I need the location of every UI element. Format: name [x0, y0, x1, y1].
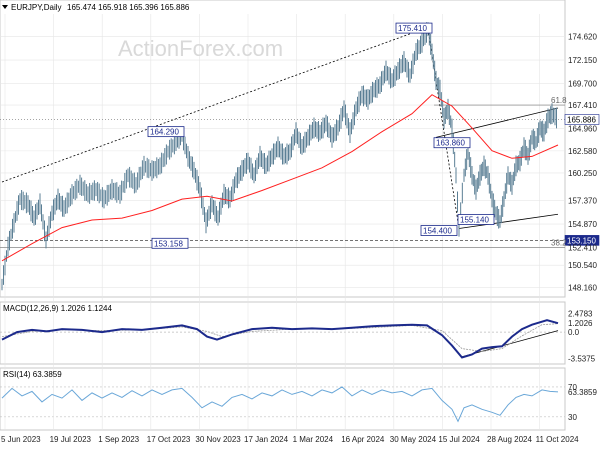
price-tag-label: 165.886	[567, 115, 596, 124]
price-tag-box	[564, 235, 600, 246]
rsi-label: RSI(14) 63.3859	[3, 370, 62, 379]
x-tick-label: 1 Sep 2023	[98, 435, 139, 444]
x-tick-label: 30 May 2024	[390, 435, 437, 444]
x-tick-label: 30 Nov 2023	[195, 435, 241, 444]
level-label: 153.158	[154, 239, 183, 248]
level-labels: 175.410 164.290 163.860 154.400 155.140 153.1…	[147, 22, 600, 249]
level-box	[151, 237, 189, 249]
y-tick-label: 148.160	[568, 284, 597, 293]
y-tick-label: 174.620	[568, 33, 597, 42]
rsi-tick-label: 70	[568, 383, 577, 392]
channel-lower-line	[458, 213, 559, 229]
level-box	[420, 225, 458, 236]
x-tick-label: 1 Mar 2024	[293, 435, 334, 444]
channel-upper-line	[435, 107, 559, 138]
x-tick-label: 17 Oct 2023	[147, 435, 191, 444]
rsi-series	[1, 386, 559, 423]
rsi-panel-frame	[0, 367, 566, 431]
level-label: 154.400	[423, 227, 452, 236]
y-tick-label: 160.250	[568, 169, 597, 178]
moving-average-line	[1, 94, 559, 262]
y-tick-label: 169.700	[568, 79, 597, 88]
price-tag-label: 153.150	[567, 236, 596, 245]
y-tick-label: 152.410	[568, 243, 597, 252]
x-tick-label: 16 Apr 2024	[341, 435, 385, 444]
level-box	[457, 214, 495, 225]
x-tick-label: 19 Jul 2023	[50, 435, 92, 444]
y-tick-label: 167.410	[568, 101, 597, 110]
macd-panel-frame	[0, 301, 566, 365]
level-label: 164.290	[150, 128, 179, 137]
level-label: 155.140	[460, 215, 489, 224]
macd-series	[1, 319, 559, 359]
macd-line	[1, 319, 559, 359]
macd-tick-label: 0.0	[568, 328, 580, 337]
y-tick-label: 162.580	[568, 147, 597, 156]
rsi-tick-label: 30	[568, 413, 577, 422]
y-tick-label: 164.960	[568, 124, 597, 133]
fib-label: 38.2	[551, 238, 567, 247]
x-tick-label: 28 Aug 2024	[487, 435, 532, 444]
level-box	[147, 126, 185, 138]
macd-tick-label: -3.5375	[568, 355, 596, 364]
long-trend-line	[1, 26, 429, 183]
dropdown-triangle-icon[interactable]	[2, 5, 8, 9]
x-tick-label: 15 Jul 2024	[438, 435, 480, 444]
moving-average-series	[1, 94, 559, 262]
level-box	[395, 22, 433, 34]
y-axis-ticks: 174.620 172.150 169.700 167.410 164.960 162.5…	[568, 33, 597, 422]
ohlc-values: 165.474 165.918 165.396 165.886	[67, 3, 190, 12]
fib-label: 61.8	[551, 96, 567, 105]
macd-label: MACD(12,26,9) 1.2026 1.1244	[3, 304, 113, 313]
symbol-title: EURJPY,Daily	[11, 3, 62, 12]
y-tick-label: 154.870	[568, 220, 597, 229]
watermark: ActionForex.com	[118, 36, 283, 61]
macd-tick-label: 2.4783	[568, 310, 593, 319]
x-axis-ticks: 5 Jun 2023 19 Jul 2023 1 Sep 2023 17 Oct 20…	[1, 435, 579, 444]
macd-tick-label: 1.2026	[568, 319, 593, 328]
x-tick-label: 5 Jun 2023	[1, 435, 41, 444]
y-tick-label: 157.370	[568, 196, 597, 205]
y-tick-label: 150.540	[568, 261, 597, 270]
level-label: 163.860	[436, 139, 465, 148]
level-label: 175.410	[398, 24, 427, 33]
price-tag-box	[564, 114, 600, 125]
y-tick-label: 172.150	[568, 56, 597, 65]
price-panel-frame	[0, 0, 566, 298]
x-tick-label: 17 Jan 2024	[244, 435, 289, 444]
rsi-tick-label: 63.3859	[568, 388, 597, 397]
level-box	[433, 137, 471, 149]
x-tick-label: 11 Oct 2024	[536, 435, 580, 444]
rsi-line	[1, 386, 559, 423]
